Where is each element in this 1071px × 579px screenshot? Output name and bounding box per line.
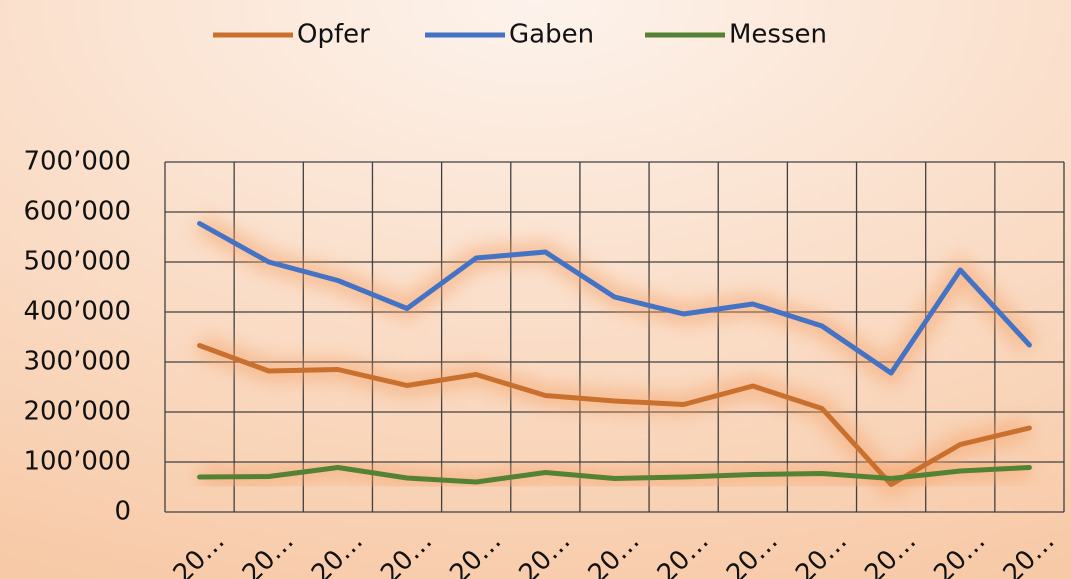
- y-tick-label: 700’000: [23, 147, 131, 177]
- legend-label: Opfer: [297, 20, 370, 50]
- series-line: [197, 343, 1032, 487]
- y-tick-label: 400’000: [23, 297, 131, 327]
- series-line: [197, 465, 1032, 485]
- series-line: [197, 221, 1032, 376]
- y-tick-label: 200’000: [23, 397, 131, 427]
- y-tick-label: 0: [114, 497, 131, 527]
- legend-label: Gaben: [509, 20, 594, 50]
- y-tick-label: 100’000: [23, 447, 131, 477]
- y-tick-label: 300’000: [23, 347, 131, 377]
- y-tick-label: 500’000: [23, 247, 131, 277]
- y-tick-label: 600’000: [23, 197, 131, 227]
- legend-label: Messen: [729, 20, 827, 50]
